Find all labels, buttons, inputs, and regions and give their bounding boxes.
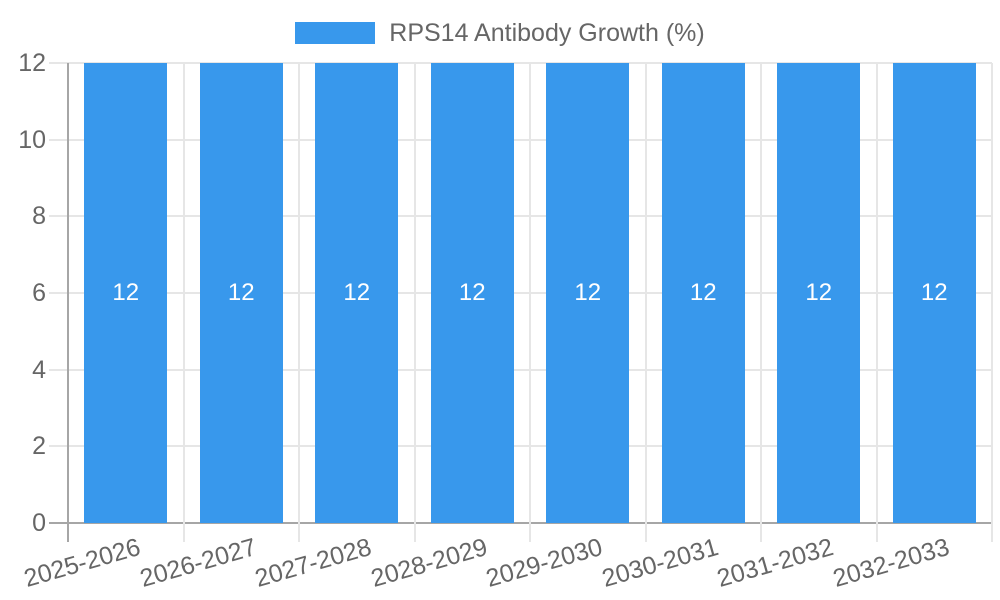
bar-value-label: 12 xyxy=(112,279,140,306)
gridline-v xyxy=(298,63,300,523)
gridline-v xyxy=(529,63,531,523)
x-tick-mark xyxy=(182,523,185,542)
gridline-v xyxy=(182,63,185,523)
x-tick-label: 2028-2029 xyxy=(367,532,491,593)
x-tick-mark xyxy=(413,523,416,542)
bar-value-label: 12 xyxy=(458,279,486,306)
bar-value-label: 12 xyxy=(343,279,371,306)
y-axis-line xyxy=(67,63,69,523)
bar[interactable] xyxy=(199,63,283,523)
legend-label: RPS14 Antibody Growth (%) xyxy=(389,19,705,47)
legend[interactable]: RPS14 Antibody Growth (%) xyxy=(0,18,1000,48)
y-tick-label: 0 xyxy=(32,509,46,537)
gridline-v xyxy=(644,63,647,523)
y-tick-label: 10 xyxy=(18,125,46,154)
x-tick-label: 2032-2033 xyxy=(829,532,953,593)
x-tick-label: 2025-2026 xyxy=(21,532,144,593)
x-tick-label: 2026-2027 xyxy=(136,532,260,593)
gridline-v xyxy=(875,63,878,523)
x-tick-mark xyxy=(67,523,69,542)
bar-value-label: 12 xyxy=(689,279,717,306)
y-tick-mark xyxy=(49,292,68,294)
y-tick-mark xyxy=(49,62,68,64)
x-tick-label: 2031-2032 xyxy=(714,532,837,593)
bar[interactable] xyxy=(84,63,168,523)
x-tick-mark xyxy=(875,523,878,542)
bar[interactable] xyxy=(892,63,976,523)
x-tick-mark xyxy=(298,523,300,542)
bar[interactable] xyxy=(661,63,745,523)
x-tick-mark xyxy=(760,523,762,542)
bar[interactable] xyxy=(777,63,861,523)
gridline-v xyxy=(413,63,416,523)
y-tick-mark xyxy=(49,215,68,218)
bar[interactable] xyxy=(430,63,514,523)
bar[interactable] xyxy=(315,63,399,523)
y-tick-mark xyxy=(49,138,68,141)
x-tick-label: 2029-2030 xyxy=(483,532,606,593)
bar-value-label: 12 xyxy=(227,279,255,306)
x-tick-mark xyxy=(644,523,647,542)
bar[interactable] xyxy=(546,63,630,523)
y-tick-label: 8 xyxy=(32,202,46,231)
y-tick-label: 6 xyxy=(32,279,46,307)
bar-value-label: 12 xyxy=(805,279,833,306)
x-tick-mark xyxy=(529,523,531,542)
y-tick-label: 12 xyxy=(18,49,46,77)
x-tick-mark xyxy=(991,523,993,542)
bar-value-label: 12 xyxy=(574,279,602,306)
y-tick-mark xyxy=(49,522,68,524)
y-tick-mark xyxy=(49,368,68,371)
gridline-v xyxy=(991,63,993,523)
x-tick-label: 2027-2028 xyxy=(252,532,375,593)
x-tick-label: 2030-2031 xyxy=(598,532,722,593)
legend-swatch xyxy=(295,22,376,44)
y-tick-label: 2 xyxy=(32,432,46,461)
bar-value-label: 12 xyxy=(920,279,948,306)
gridline-v xyxy=(760,63,762,523)
y-tick-label: 4 xyxy=(32,355,46,384)
y-tick-mark xyxy=(49,445,68,448)
